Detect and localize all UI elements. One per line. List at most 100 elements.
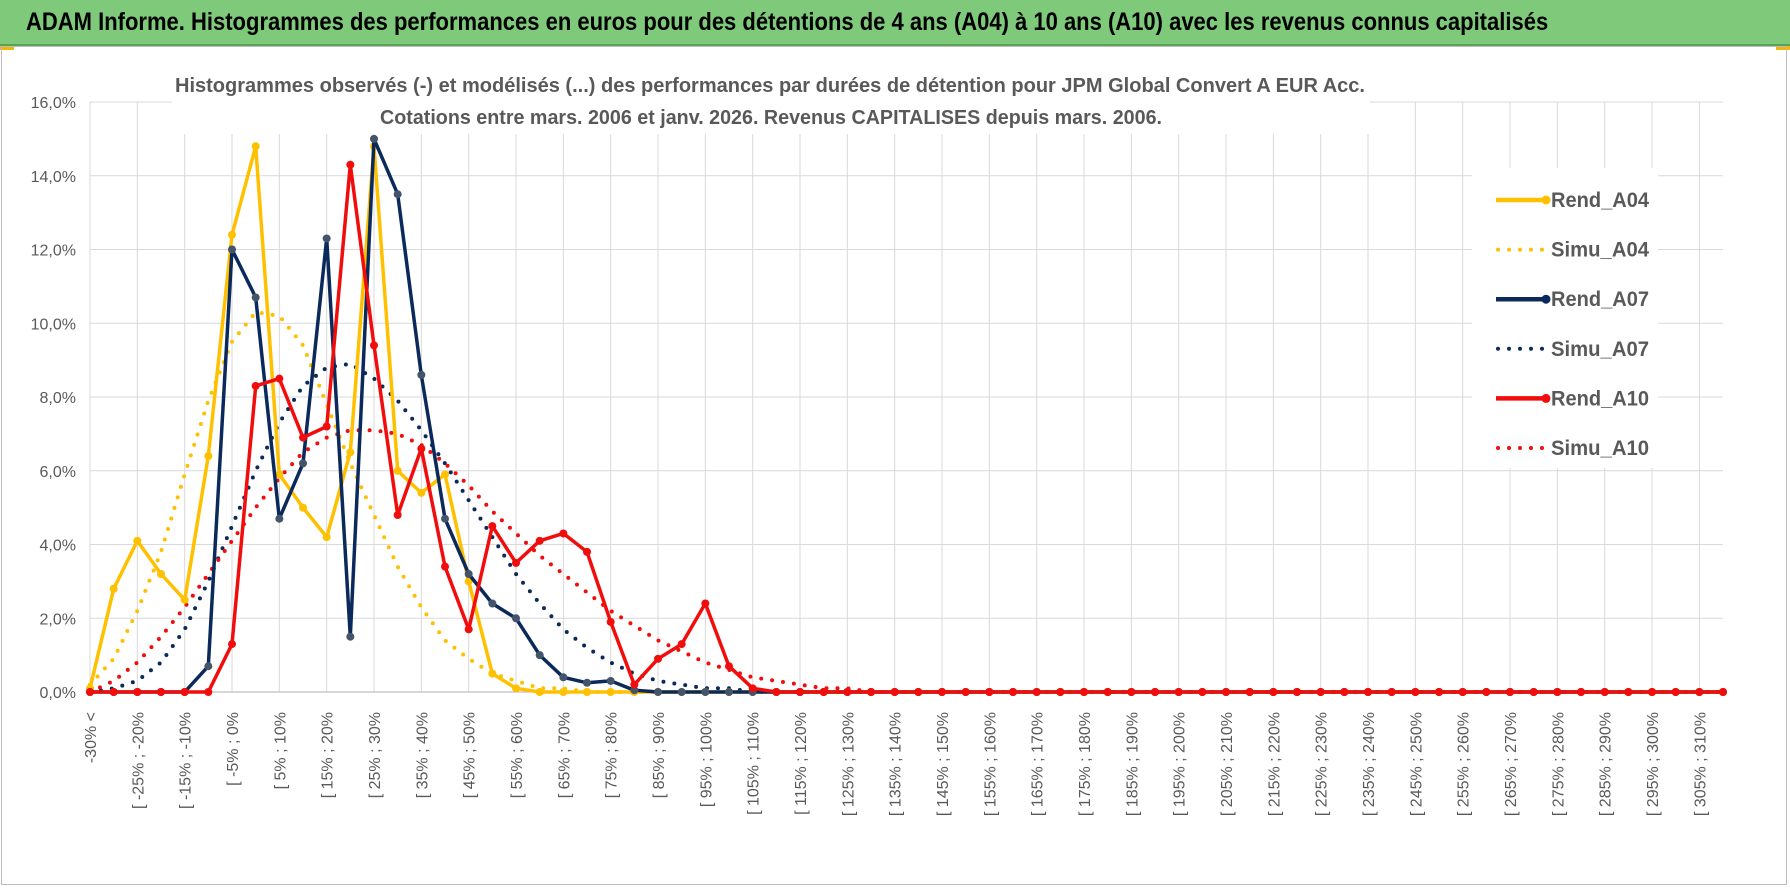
data-point-rend-a04 [180, 595, 189, 604]
data-point-rend-a04 [535, 688, 544, 696]
x-tick-label: [ 95% ; 100% [698, 712, 715, 807]
data-point-rend-a04 [346, 448, 355, 457]
x-tick-label: [ -15% ; -10% [178, 712, 195, 809]
data-point-rend-a10 [1056, 688, 1065, 696]
data-point-rend-a10 [1316, 688, 1325, 696]
y-tick-label: 14,0% [31, 169, 76, 186]
data-point-rend-a10 [1127, 688, 1136, 696]
data-point-rend-a07 [322, 234, 331, 243]
data-point-rend-a10 [1293, 688, 1302, 696]
data-point-rend-a04 [417, 488, 426, 497]
data-point-rend-a07 [275, 514, 284, 523]
legend-marker-rend-a07 [1541, 294, 1551, 304]
x-tick-label: [ 305% ; 310% [1692, 712, 1709, 816]
data-point-rend-a04 [464, 577, 473, 586]
data-point-rend-a10 [1506, 688, 1515, 696]
series-line-rend-a10 [90, 162, 1723, 694]
data-point-rend-a10 [559, 529, 568, 538]
data-point-rend-a04 [299, 503, 308, 512]
data-point-rend-a04 [157, 570, 166, 578]
data-point-rend-a07 [701, 688, 710, 696]
data-point-rend-a04 [512, 684, 521, 693]
x-tick-label: [ 185% ; 190% [1124, 712, 1141, 816]
data-point-rend-a10 [1624, 688, 1633, 696]
chart-title-background [172, 68, 1370, 134]
data-point-rend-a10 [654, 654, 663, 663]
x-tick-label: [ 135% ; 140% [888, 712, 905, 816]
data-point-rend-a10 [1364, 688, 1373, 696]
data-point-rend-a07 [725, 688, 734, 696]
data-point-rend-a04 [583, 688, 592, 696]
legend-label-rend-a04: Rend_A04 [1551, 189, 1649, 212]
data-point-rend-a10 [796, 688, 805, 696]
x-tick-label: [ 275% ; 280% [1550, 712, 1567, 816]
y-tick-label: 0,0% [40, 685, 76, 702]
x-tick-label: [ 205% ; 210% [1219, 712, 1236, 816]
data-point-rend-a10 [275, 374, 284, 383]
x-tick-label: [ 165% ; 170% [1030, 712, 1047, 816]
x-tick-label: [ 225% ; 230% [1314, 712, 1331, 816]
data-point-rend-a10 [1482, 688, 1491, 696]
data-point-rend-a10 [1222, 688, 1231, 696]
y-tick-label: 16,0% [31, 95, 76, 112]
x-tick-label: [ 35% ; 40% [414, 712, 431, 798]
data-point-rend-a10 [677, 640, 686, 649]
data-point-rend-a10 [1080, 688, 1089, 696]
data-point-rend-a10 [86, 688, 94, 696]
data-point-rend-a10 [1198, 688, 1207, 696]
data-point-rend-a10 [1411, 688, 1420, 696]
x-tick-label: [ 155% ; 160% [982, 712, 999, 816]
data-point-rend-a07 [488, 599, 497, 608]
x-tick-label: [ 5% ; 10% [272, 712, 289, 789]
data-point-rend-a10 [180, 688, 189, 696]
legend-marker-rend-a04 [1541, 195, 1551, 205]
data-point-rend-a10 [1245, 688, 1254, 696]
data-point-rend-a10 [1174, 688, 1183, 696]
x-tick-label: [ -25% ; -20% [130, 712, 147, 809]
data-point-rend-a10 [914, 688, 923, 696]
y-tick-label: 10,0% [31, 316, 76, 333]
data-point-rend-a07 [299, 459, 308, 468]
x-tick-label: [ 175% ; 180% [1077, 712, 1094, 816]
series-lines [86, 134, 1728, 696]
x-tick-label: [ 145% ; 150% [935, 712, 952, 816]
data-point-rend-a04 [133, 536, 142, 545]
x-tick-label: [ -5% ; 0% [225, 712, 242, 786]
x-tick-label: [ 65% ; 70% [556, 712, 573, 798]
data-point-rend-a07 [677, 688, 686, 696]
x-tick-label: [ 295% ; 300% [1645, 712, 1662, 816]
data-point-rend-a10 [1600, 688, 1609, 696]
data-point-rend-a10 [204, 688, 213, 696]
data-point-rend-a04 [204, 452, 213, 460]
banner-title: ADAM Informe. Histogrammes des performan… [26, 8, 1549, 36]
x-tick-label: [ 75% ; 80% [604, 712, 621, 798]
data-point-rend-a10 [748, 684, 757, 693]
data-point-rend-a10 [630, 680, 639, 689]
data-point-rend-a10 [1435, 688, 1444, 696]
data-point-rend-a10 [583, 547, 592, 556]
chart-title-line2: Cotations entre mars. 2006 et janv. 2026… [380, 107, 1162, 129]
data-point-rend-a10 [370, 341, 379, 350]
data-point-rend-a10 [1695, 688, 1704, 696]
corner-mark-left [0, 46, 14, 50]
data-point-rend-a07 [204, 662, 213, 671]
data-point-rend-a10 [701, 599, 710, 608]
data-point-rend-a10 [133, 688, 142, 696]
legend-background [1472, 168, 1658, 468]
data-point-rend-a10 [1151, 688, 1160, 696]
x-axis-ticks: -30% < [ -25% ; -20% [ -15% ; -10% [ -5% ; … [83, 712, 1709, 816]
data-point-rend-a10 [1529, 688, 1538, 696]
data-point-rend-a10 [464, 625, 473, 634]
corner-mark-right [1776, 46, 1790, 50]
data-point-rend-a10 [938, 688, 947, 696]
data-point-rend-a10 [772, 688, 781, 696]
data-point-rend-a10 [867, 688, 876, 696]
data-point-rend-a07 [370, 134, 379, 143]
data-point-rend-a07 [606, 676, 615, 685]
data-point-rend-a10 [417, 444, 426, 453]
series-line-simu-a10 [88, 428, 1725, 694]
data-point-rend-a10 [346, 160, 355, 169]
data-point-rend-a10 [1671, 688, 1680, 696]
data-point-rend-a10 [1387, 688, 1396, 696]
